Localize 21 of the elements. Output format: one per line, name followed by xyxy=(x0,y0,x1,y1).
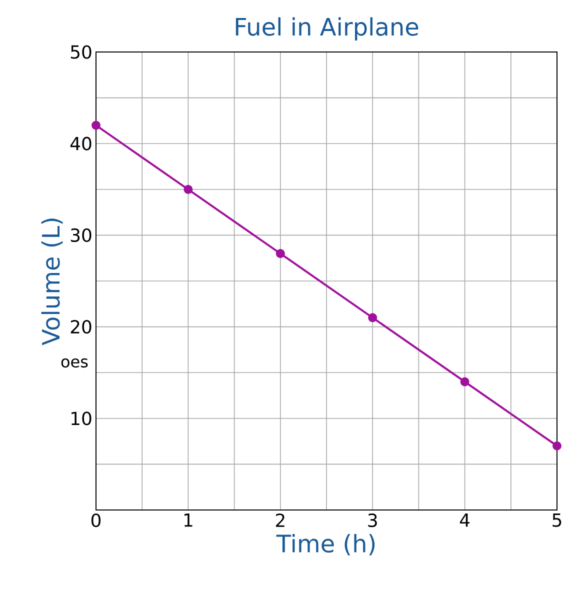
x-tick-label: 3 xyxy=(368,514,377,528)
y-tick-label: 30 xyxy=(70,228,92,242)
y-tick-label: 50 xyxy=(70,45,92,59)
point xyxy=(368,313,378,322)
point xyxy=(276,249,285,258)
y-tick-label: 10 xyxy=(72,412,92,426)
text: oes xyxy=(61,358,88,368)
x-tick-label: 2 xyxy=(276,514,284,527)
point xyxy=(184,184,193,194)
x-tick-label: 1 xyxy=(184,514,192,527)
x-tick-label: 0 xyxy=(91,514,101,528)
x-axis-title: Time (h) xyxy=(276,534,375,556)
y-axis-title: Volume (L) xyxy=(41,218,63,346)
y-tick-label: 40 xyxy=(70,136,92,150)
y-tick-label: 20 xyxy=(70,320,92,334)
x-tick-label: 5 xyxy=(552,514,562,527)
chart-title: Fuel in Airplane xyxy=(236,17,418,40)
x-tick-label: 4 xyxy=(460,514,470,527)
point xyxy=(92,120,100,130)
point xyxy=(460,377,470,386)
point xyxy=(552,441,562,450)
